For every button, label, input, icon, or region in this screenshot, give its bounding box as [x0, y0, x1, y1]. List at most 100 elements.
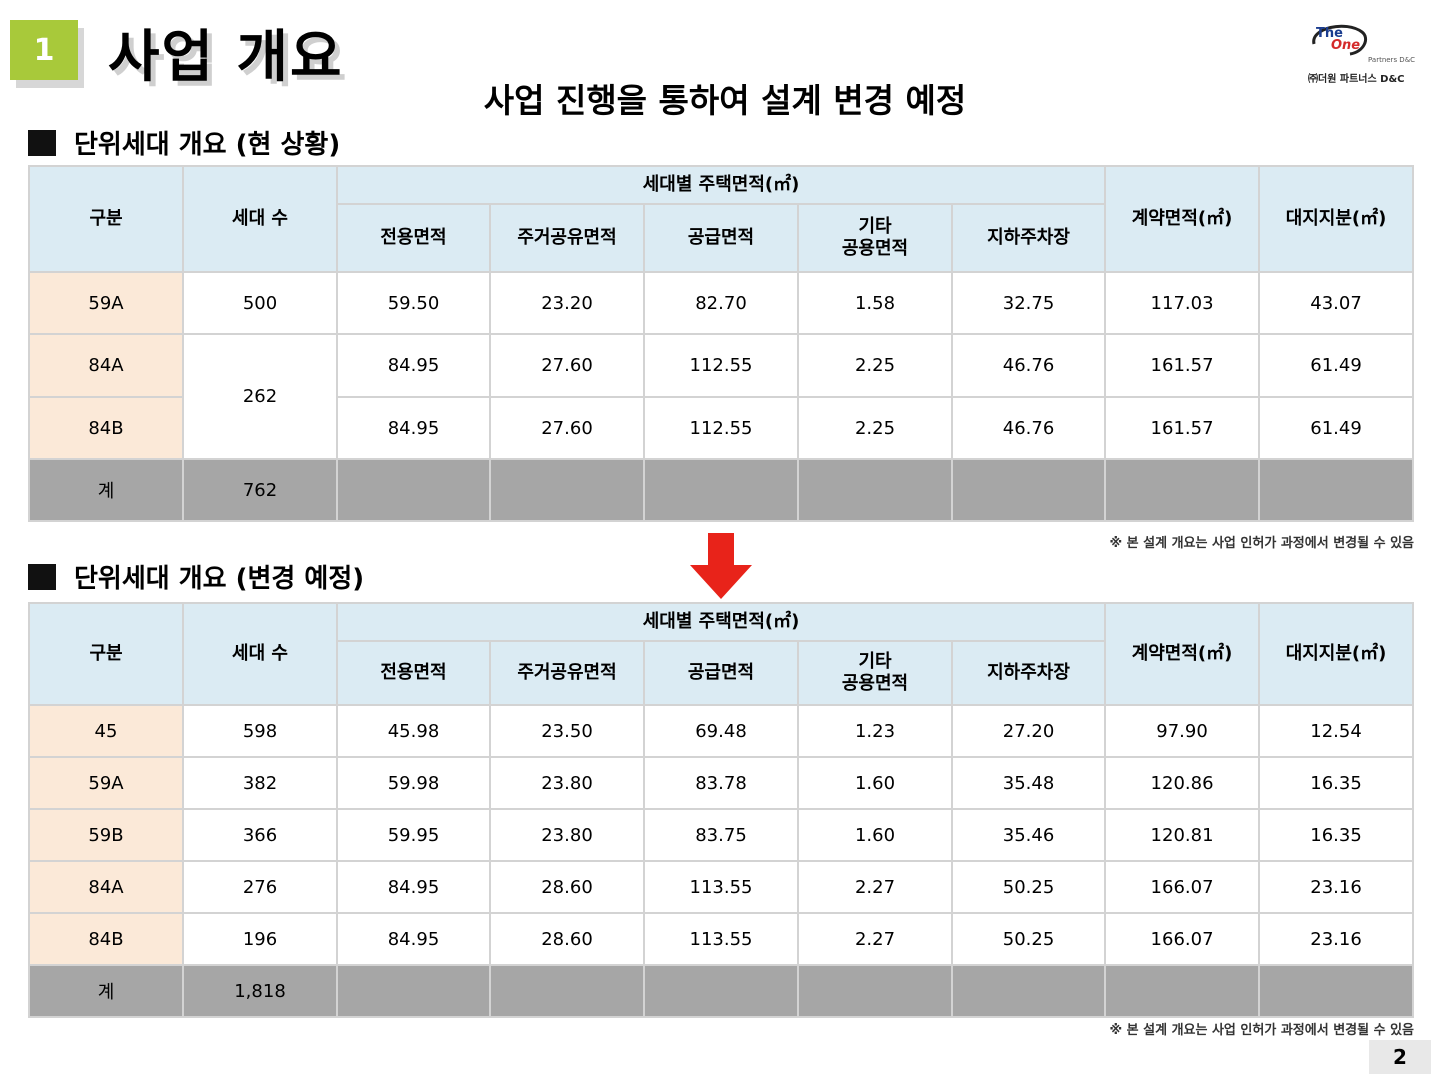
col-group-area: 세대별 주택면적(㎡)	[335, 602, 1107, 642]
col-category: 구분	[28, 602, 184, 706]
cell-land: 16.35	[1258, 756, 1415, 810]
cell-total-label: 계	[28, 458, 184, 522]
cell-type: 84A	[28, 860, 184, 914]
cell-land: 23.16	[1258, 912, 1415, 966]
cell-other-common: 2.25	[797, 333, 953, 398]
cell-land: 43.07	[1258, 271, 1415, 335]
cell-households: 276	[182, 860, 338, 914]
cell-supply: 113.55	[643, 912, 799, 966]
cell-type: 59A	[28, 271, 184, 335]
cell-total-households: 1,818	[182, 964, 338, 1018]
cell-exclusive: 84.95	[336, 860, 491, 914]
table-row: 59A 382 59.98 23.80 83.78 1.60 35.48 120.86 16.3…	[28, 756, 1415, 810]
empty-cell	[1104, 964, 1261, 1018]
col-supply: 공급면적	[643, 640, 799, 706]
cell-exclusive: 59.50	[336, 271, 491, 335]
cell-households: 598	[182, 704, 338, 758]
col-underground-parking: 지하주차장	[950, 203, 1107, 273]
cell-supply: 83.78	[643, 756, 799, 810]
cell-contract: 120.81	[1104, 808, 1261, 862]
page-title: 사업 개요	[108, 25, 344, 90]
page-subtitle: 사업 진행을 통하여 설계 변경 예정	[483, 81, 967, 120]
cell-other-common: 1.58	[797, 271, 953, 335]
cell-exclusive: 84.95	[336, 912, 491, 966]
col-exclusive: 전용면적	[336, 640, 491, 706]
planned-table-note: ※ 본 설계 개요는 사업 인허가 과정에서 변경될 수 있음	[1109, 1023, 1414, 1038]
cell-supply: 112.55	[643, 396, 799, 460]
cell-type: 84B	[28, 396, 184, 460]
empty-cell	[336, 458, 491, 522]
current-unit-table: 구분 세대 수 세대별 주택면적(㎡) 계약면적(㎡) 대지지분(㎡) 전용면적…	[28, 165, 1415, 522]
col-residential-common: 주거공유면적	[489, 203, 645, 273]
cell-land: 61.49	[1258, 396, 1415, 460]
cell-contract: 120.86	[1104, 756, 1261, 810]
cell-supply: 82.70	[643, 271, 799, 335]
table-row: 45 598 45.98 23.50 69.48 1.23 27.20 97.90 12.54	[28, 704, 1415, 758]
col-underground-parking: 지하주차장	[950, 640, 1107, 706]
cell-type: 84B	[28, 912, 184, 966]
empty-cell	[950, 964, 1107, 1018]
cell-land: 12.54	[1258, 704, 1415, 758]
cell-contract: 166.07	[1104, 860, 1261, 914]
empty-cell	[797, 964, 953, 1018]
cell-residential-common: 23.20	[489, 271, 645, 335]
total-row: 계 1,818	[28, 964, 1415, 1018]
cell-other-common: 2.27	[797, 912, 953, 966]
cell-supply: 113.55	[643, 860, 799, 914]
company-logo: The One Partners D&C ㈜더원 파트너스 D&C	[1306, 22, 1424, 88]
empty-cell	[643, 964, 799, 1018]
cell-supply: 69.48	[643, 704, 799, 758]
cell-exclusive: 45.98	[336, 704, 491, 758]
empty-cell	[1258, 964, 1415, 1018]
cell-households: 382	[182, 756, 338, 810]
cell-supply: 112.55	[643, 333, 799, 398]
empty-cell	[950, 458, 1107, 522]
cell-other-common: 1.23	[797, 704, 953, 758]
cell-supply: 83.75	[643, 808, 799, 862]
col-category: 구분	[28, 165, 184, 273]
logo-swoosh-icon	[1312, 24, 1367, 56]
table-row: 84B 84.95 27.60 112.55 2.25 46.76 161.57…	[28, 396, 1415, 460]
empty-cell	[489, 964, 645, 1018]
cell-type: 84A	[28, 333, 184, 398]
cell-contract: 161.57	[1104, 396, 1261, 460]
col-supply: 공급면적	[643, 203, 799, 273]
cell-other-common: 1.60	[797, 808, 953, 862]
col-residential-common: 주거공유면적	[489, 640, 645, 706]
cell-contract: 97.90	[1104, 704, 1261, 758]
total-row: 계 762	[28, 458, 1415, 522]
logo-one: One	[1331, 38, 1361, 53]
cell-land: 23.16	[1258, 860, 1415, 914]
table-row: 84A 262 84.95 27.60 112.55 2.25 46.76 16…	[28, 333, 1415, 460]
cell-residential-common: 28.60	[489, 912, 645, 966]
current-table-note: ※ 본 설계 개요는 사업 인허가 과정에서 변경될 수 있음	[1109, 536, 1414, 551]
col-households: 세대 수	[182, 602, 338, 706]
cell-residential-common: 23.80	[489, 756, 645, 810]
empty-cell	[797, 458, 953, 522]
planned-unit-table: 구분 세대 수 세대별 주택면적(㎡) 계약면적(㎡) 대지지분(㎡) 전용면적…	[28, 602, 1415, 1018]
cell-parking: 35.48	[950, 756, 1107, 810]
empty-cell	[1104, 458, 1261, 522]
cell-parking: 50.25	[950, 912, 1107, 966]
table-row: 84A 276 84.95 28.60 113.55 2.27 50.25 166.07 23.…	[28, 860, 1415, 914]
cell-households: 366	[182, 808, 338, 862]
col-contract-area: 계약면적(㎡)	[1104, 165, 1261, 273]
col-households: 세대 수	[182, 165, 338, 273]
cell-parking: 27.20	[950, 704, 1107, 758]
cell-households: 262	[182, 333, 338, 460]
cell-land: 61.49	[1258, 333, 1415, 398]
logo-partners: Partners D&C	[1368, 56, 1416, 64]
empty-cell	[489, 458, 645, 522]
cell-other-common: 2.27	[797, 860, 953, 914]
square-bullet-icon	[28, 563, 56, 590]
planned-table-heading: 단위세대 개요 (변경 예정)	[28, 558, 364, 595]
down-arrow-icon	[690, 533, 752, 599]
table-row: 84B 196 84.95 28.60 113.55 2.27 50.25 166.07 23.…	[28, 912, 1415, 966]
cell-type: 59A	[28, 756, 184, 810]
cell-households: 196	[182, 912, 338, 966]
planned-table-heading-text: 단위세대 개요 (변경 예정)	[74, 564, 365, 594]
cell-parking: 46.76	[950, 333, 1107, 398]
cell-residential-common: 23.80	[489, 808, 645, 862]
square-bullet-icon	[28, 129, 56, 156]
table-row: 59A 500 59.50 23.20 82.70 1.58 32.75 117…	[28, 271, 1415, 335]
